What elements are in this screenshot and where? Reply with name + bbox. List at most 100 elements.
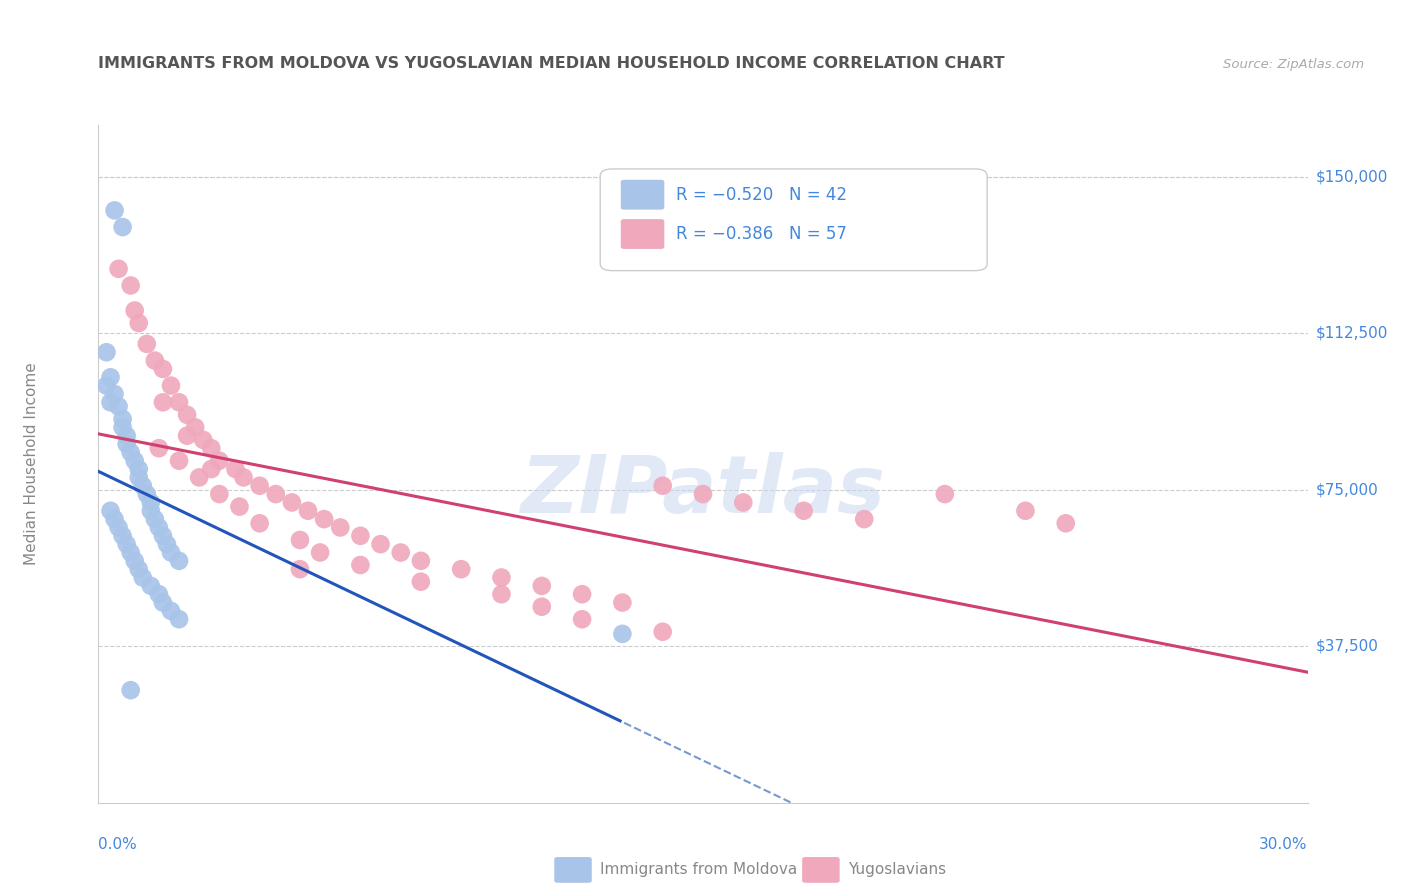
Text: R = −0.386   N = 57: R = −0.386 N = 57: [676, 225, 848, 243]
Point: [793, 504, 815, 518]
Point: [139, 579, 162, 593]
FancyBboxPatch shape: [600, 169, 987, 270]
Point: [124, 453, 146, 467]
Text: $37,500: $37,500: [1316, 639, 1379, 654]
Point: [100, 395, 122, 409]
FancyBboxPatch shape: [554, 857, 592, 883]
Point: [370, 537, 392, 551]
Text: $150,000: $150,000: [1316, 169, 1388, 185]
Text: ZIPatlas: ZIPatlas: [520, 452, 886, 530]
Point: [111, 220, 134, 235]
Point: [156, 537, 179, 551]
Point: [115, 428, 138, 442]
Point: [651, 479, 673, 493]
Point: [120, 545, 142, 559]
Point: [139, 504, 162, 518]
Point: [571, 612, 593, 626]
Point: [135, 487, 157, 501]
Point: [1054, 516, 1077, 531]
Point: [128, 470, 150, 484]
Point: [853, 512, 876, 526]
Point: [148, 441, 170, 455]
Point: [132, 570, 155, 584]
Point: [103, 512, 125, 526]
Point: [281, 495, 304, 509]
Point: [107, 520, 129, 534]
Point: [409, 574, 432, 589]
Point: [193, 433, 215, 447]
Text: 30.0%: 30.0%: [1260, 837, 1308, 852]
Point: [208, 487, 231, 501]
Point: [389, 545, 412, 559]
Point: [143, 512, 166, 526]
Point: [103, 387, 125, 401]
Point: [329, 520, 352, 534]
Point: [167, 453, 190, 467]
Point: [148, 587, 170, 601]
Point: [264, 487, 287, 501]
Point: [491, 570, 513, 584]
Point: [107, 400, 129, 414]
Point: [188, 470, 211, 484]
Point: [100, 504, 122, 518]
Point: [124, 554, 146, 568]
Point: [450, 562, 472, 576]
Point: [530, 579, 553, 593]
Point: [128, 316, 150, 330]
Point: [651, 624, 673, 639]
Text: R = −0.520   N = 42: R = −0.520 N = 42: [676, 186, 848, 203]
Point: [152, 395, 174, 409]
Text: IMMIGRANTS FROM MOLDOVA VS YUGOSLAVIAN MEDIAN HOUSEHOLD INCOME CORRELATION CHART: IMMIGRANTS FROM MOLDOVA VS YUGOSLAVIAN M…: [98, 56, 1005, 71]
Point: [120, 683, 142, 698]
Text: $75,000: $75,000: [1316, 483, 1379, 498]
Point: [692, 487, 714, 501]
Point: [111, 420, 134, 434]
Text: Yugoslavians: Yugoslavians: [848, 863, 946, 878]
Point: [96, 378, 118, 392]
Point: [224, 462, 246, 476]
Point: [249, 516, 271, 531]
Text: Source: ZipAtlas.com: Source: ZipAtlas.com: [1223, 58, 1364, 71]
Point: [184, 420, 207, 434]
Point: [349, 558, 371, 572]
Point: [314, 512, 336, 526]
Point: [100, 370, 122, 384]
Point: [176, 408, 198, 422]
Point: [200, 441, 222, 455]
Point: [152, 529, 174, 543]
Point: [288, 533, 311, 547]
Point: [152, 596, 174, 610]
Point: [160, 604, 183, 618]
Text: $112,500: $112,500: [1316, 326, 1388, 341]
Point: [152, 362, 174, 376]
Point: [200, 462, 222, 476]
Point: [115, 437, 138, 451]
Point: [612, 596, 634, 610]
Text: Median Household Income: Median Household Income: [24, 362, 39, 566]
Text: 0.0%: 0.0%: [98, 837, 138, 852]
Point: [111, 529, 134, 543]
Point: [297, 504, 319, 518]
Point: [612, 627, 634, 641]
Point: [139, 495, 162, 509]
Point: [148, 520, 170, 534]
Point: [143, 353, 166, 368]
Point: [249, 479, 271, 493]
Point: [107, 261, 129, 276]
Point: [128, 462, 150, 476]
Point: [167, 554, 190, 568]
FancyBboxPatch shape: [803, 857, 839, 883]
Point: [111, 412, 134, 426]
Point: [160, 378, 183, 392]
Point: [349, 529, 371, 543]
Point: [409, 554, 432, 568]
Point: [135, 337, 157, 351]
Point: [288, 562, 311, 576]
Point: [228, 500, 250, 514]
Point: [934, 487, 956, 501]
Point: [733, 495, 755, 509]
Point: [530, 599, 553, 614]
Text: Immigrants from Moldova: Immigrants from Moldova: [600, 863, 797, 878]
Point: [167, 395, 190, 409]
Point: [208, 453, 231, 467]
